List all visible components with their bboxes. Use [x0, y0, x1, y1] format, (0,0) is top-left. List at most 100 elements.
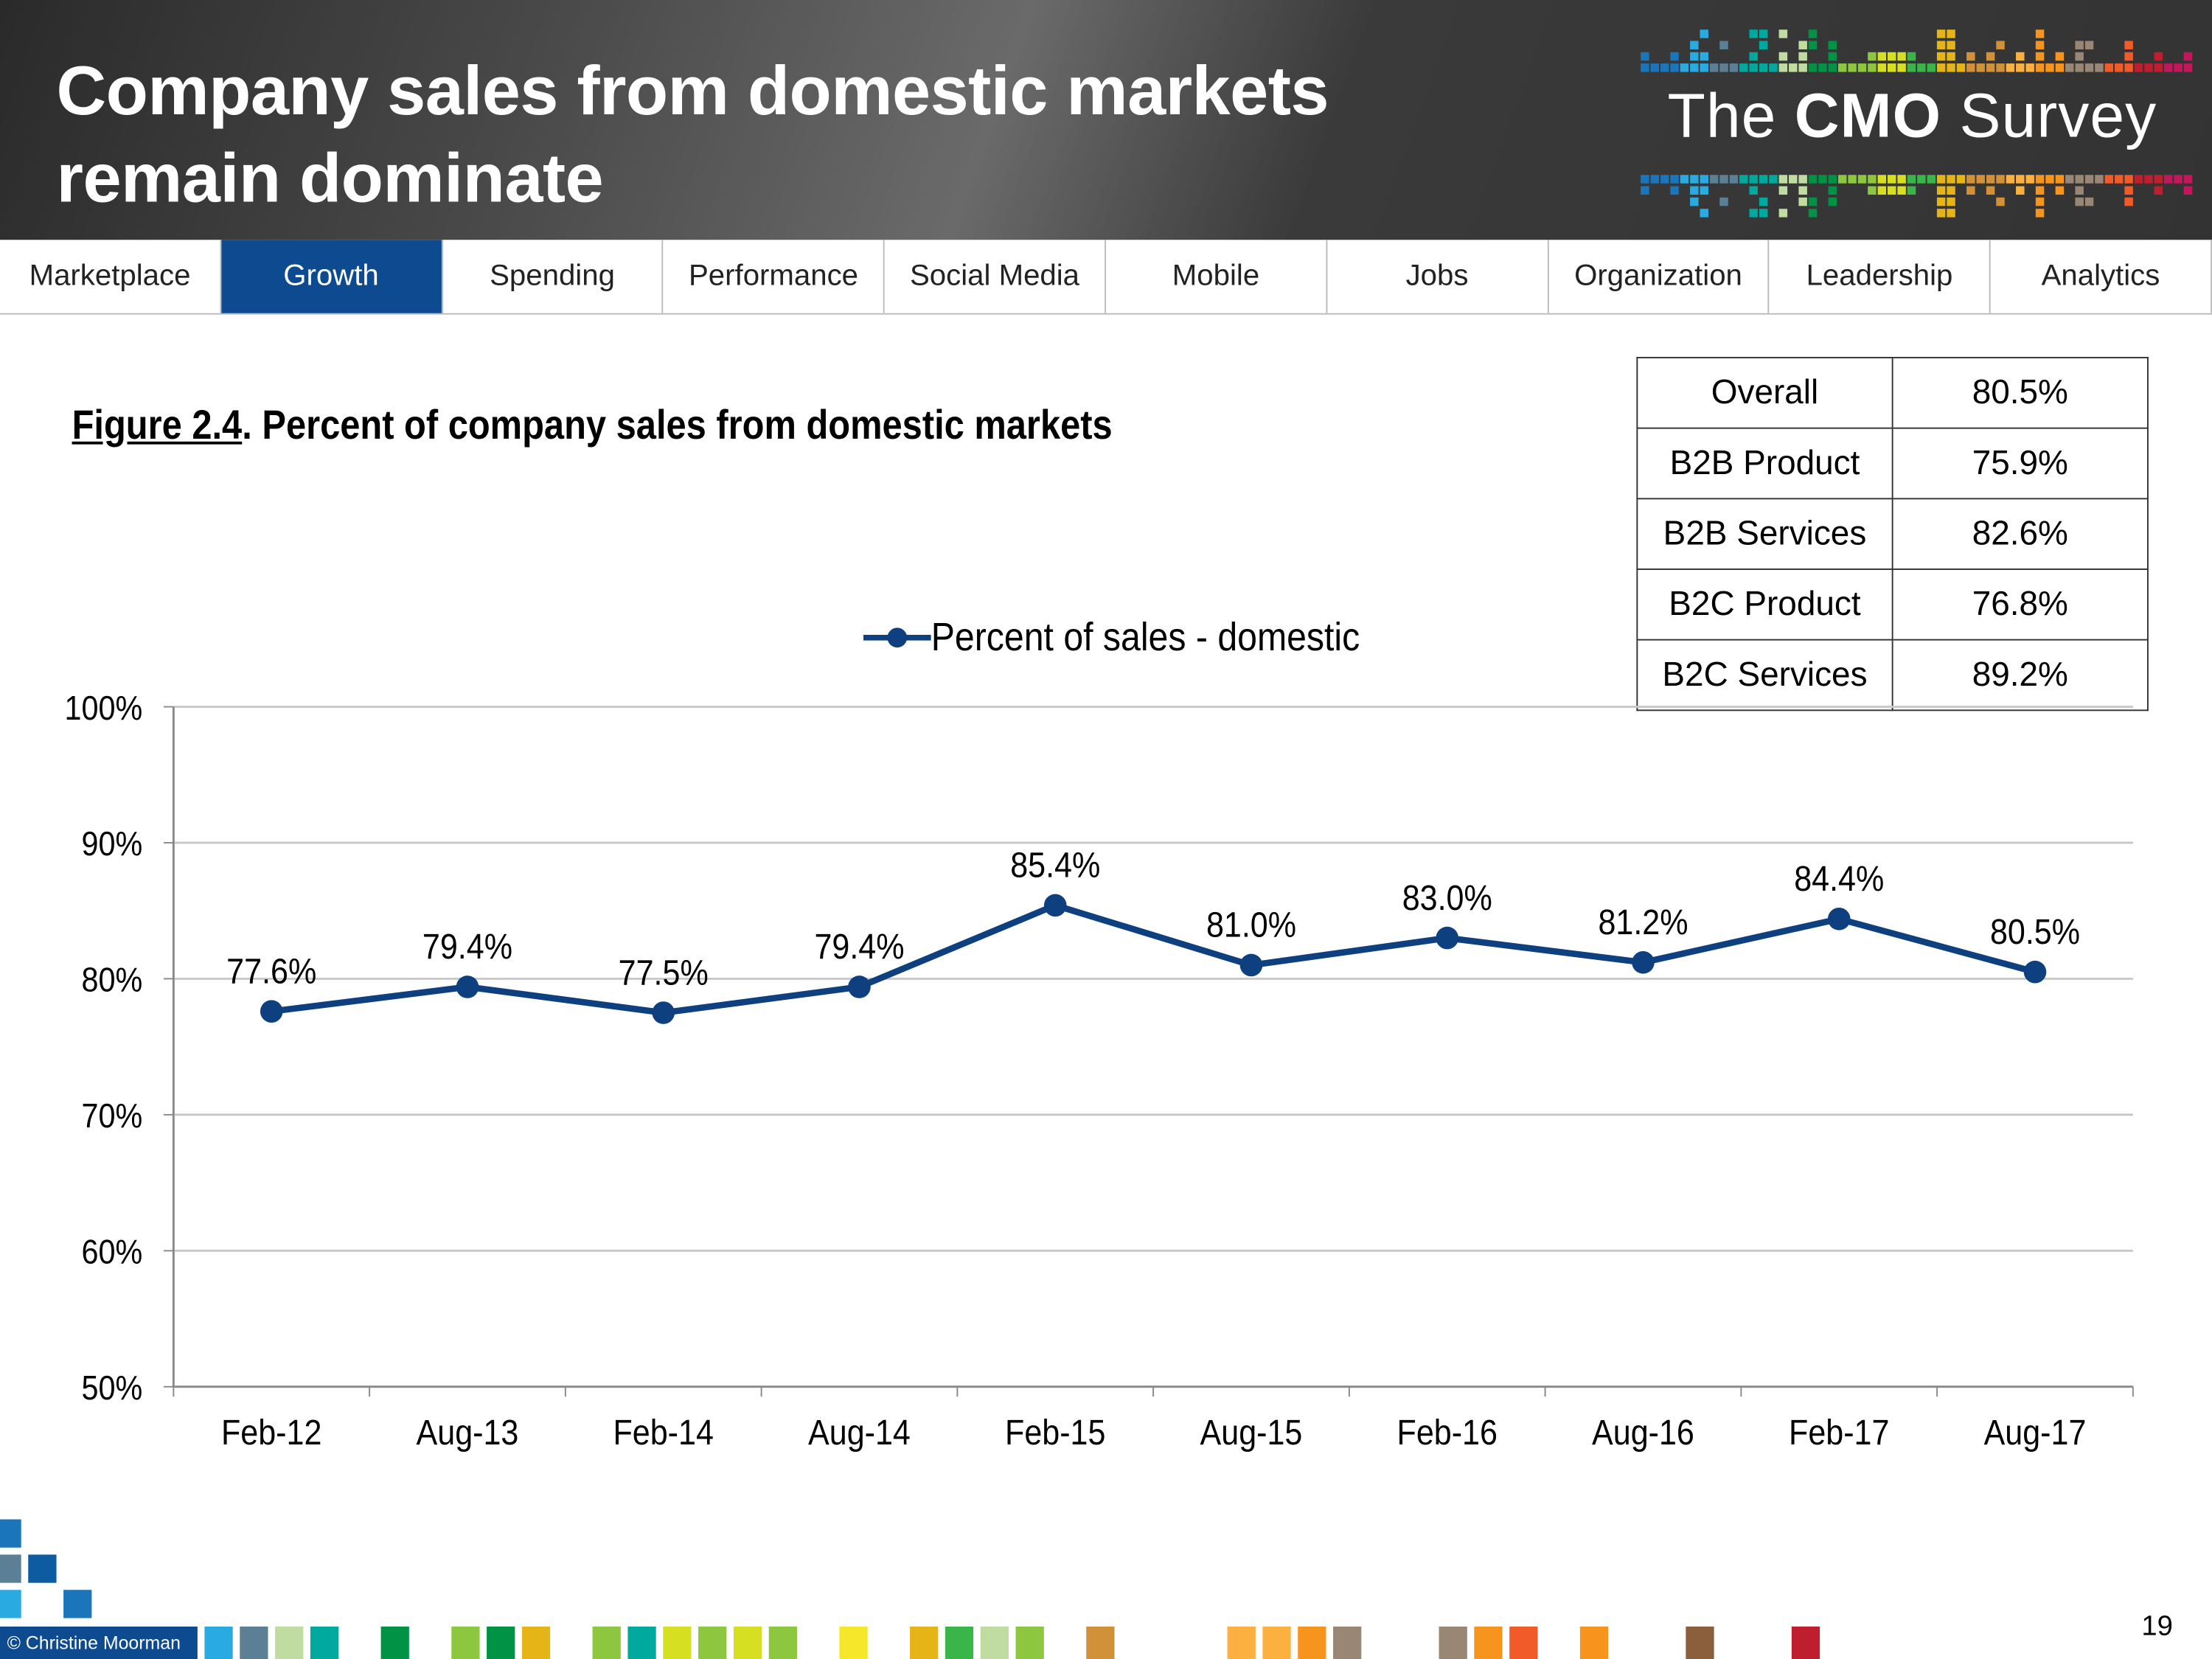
x-tick-label: Feb-17	[1789, 1413, 1889, 1453]
x-tick-label: Aug-15	[1200, 1413, 1303, 1453]
color-square	[1947, 63, 1955, 72]
color-square	[1798, 52, 1807, 61]
color-square	[2075, 52, 2084, 61]
color-square	[1808, 197, 1818, 206]
y-tick-label: 70%	[82, 1097, 143, 1135]
legend-marker	[863, 627, 931, 648]
color-square	[1789, 175, 1798, 184]
color-square	[1848, 175, 1857, 184]
color-square	[2075, 63, 2084, 72]
color-square	[2035, 41, 2045, 49]
color-square	[1837, 63, 1847, 72]
color-square	[1739, 63, 1748, 72]
color-square	[1749, 175, 1758, 184]
series-line	[271, 902, 2037, 1016]
color-square	[839, 1627, 868, 1659]
tab-leadership[interactable]: Leadership	[1770, 240, 1991, 313]
color-square	[1729, 63, 1739, 72]
color-square	[1641, 186, 1649, 195]
tab-mobile[interactable]: Mobile	[1106, 240, 1327, 313]
tab-growth[interactable]: Growth	[220, 240, 442, 313]
cmo-survey-logo: The CMO Survey	[1667, 81, 2157, 151]
color-square	[2124, 186, 2133, 195]
color-square	[2114, 175, 2124, 184]
color-square	[2174, 175, 2183, 184]
color-square	[1996, 197, 2005, 206]
color-square	[1947, 52, 1955, 61]
color-square	[1680, 175, 1689, 184]
data-point	[1043, 894, 1067, 917]
segment-label: B2B Product	[1636, 427, 1893, 500]
color-square	[1996, 175, 2005, 184]
color-square	[1936, 63, 1946, 72]
color-square	[2084, 41, 2094, 49]
color-square	[1759, 63, 1768, 72]
color-square	[1700, 175, 1708, 184]
color-square	[1927, 63, 1936, 72]
color-square	[2016, 175, 2025, 184]
y-tick-label: 80%	[82, 961, 143, 1000]
color-square	[1700, 186, 1708, 195]
color-square	[1936, 209, 1946, 218]
y-tick-label: 100%	[65, 689, 143, 728]
color-square	[1474, 1627, 1503, 1659]
color-square	[2154, 63, 2163, 72]
tab-marketplace[interactable]: Marketplace	[0, 240, 221, 313]
tab-performance[interactable]: Performance	[664, 240, 885, 313]
segment-label: B2C Services	[1636, 639, 1893, 712]
color-square	[1719, 63, 1728, 72]
color-square	[2016, 63, 2025, 72]
color-square	[1868, 186, 1877, 195]
color-square	[2174, 63, 2183, 72]
color-square	[2016, 186, 2025, 195]
data-label: 83.0%	[1402, 878, 1492, 918]
color-square	[1927, 175, 1936, 184]
color-square	[1641, 63, 1649, 72]
copyright: © Christine Moorman	[0, 1627, 198, 1659]
color-square	[2065, 175, 2074, 184]
color-square	[1579, 1627, 1609, 1659]
data-point	[1239, 953, 1263, 977]
color-square	[1798, 41, 1807, 49]
data-label: 81.2%	[1598, 902, 1688, 942]
color-square	[310, 1627, 339, 1659]
color-square	[2006, 175, 2015, 184]
color-square	[1739, 175, 1748, 184]
color-square	[1670, 52, 1679, 61]
color-square	[1966, 52, 1975, 61]
color-square	[1897, 52, 1906, 61]
tab-organization[interactable]: Organization	[1548, 240, 1770, 313]
color-square	[1700, 209, 1708, 218]
color-square	[1808, 209, 1818, 218]
color-square	[2154, 175, 2163, 184]
color-square	[1719, 197, 1728, 206]
color-square	[1907, 63, 1916, 72]
color-square	[592, 1627, 621, 1659]
color-square	[1828, 197, 1837, 206]
color-square	[1936, 175, 1946, 184]
tab-social-media[interactable]: Social Media	[885, 240, 1106, 313]
color-square	[1986, 175, 1995, 184]
tab-analytics[interactable]: Analytics	[1991, 240, 2212, 313]
tab-jobs[interactable]: Jobs	[1327, 240, 1548, 313]
color-square	[2114, 63, 2124, 72]
data-point	[1436, 926, 1459, 950]
tab-spending[interactable]: Spending	[442, 240, 664, 313]
color-square	[1690, 41, 1699, 49]
data-point	[848, 975, 871, 998]
title-line-1: Company sales from domestic markets	[56, 53, 1329, 131]
color-square	[2144, 175, 2153, 184]
color-square	[1749, 209, 1758, 218]
color-square	[1936, 29, 1946, 38]
color-square	[2084, 63, 2094, 72]
color-square	[1759, 175, 1768, 184]
data-label: 79.4%	[422, 927, 512, 967]
color-square	[1700, 52, 1708, 61]
color-square	[1818, 63, 1827, 72]
x-tick-label: Feb-15	[1005, 1413, 1105, 1453]
color-square	[2163, 175, 2173, 184]
color-square	[0, 1519, 21, 1548]
color-square	[1778, 63, 1788, 72]
color-square	[2183, 175, 2193, 184]
color-square	[1769, 63, 1778, 72]
